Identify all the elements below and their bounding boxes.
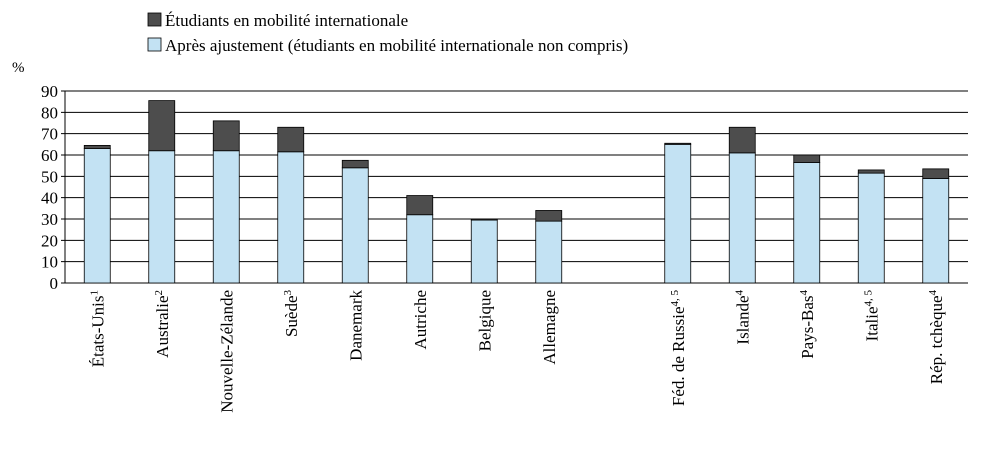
x-tick-label: Belgique <box>475 290 494 351</box>
bar-segment <box>664 142 692 145</box>
y-tick-label: 20 <box>41 231 58 250</box>
x-tick-label: Italie4, 5 <box>862 290 881 342</box>
bar-segment <box>793 154 821 163</box>
category-note: 2 <box>153 290 165 296</box>
category-note: 1 <box>88 290 100 296</box>
y-tick-label: 80 <box>41 103 58 122</box>
y-tick-label: 60 <box>41 146 58 165</box>
bar-segment <box>277 126 305 153</box>
y-tick-label: 30 <box>41 210 58 229</box>
category-note: 3 <box>282 290 294 296</box>
category-note: 4 <box>798 290 810 296</box>
category-name: Islande <box>733 296 752 345</box>
x-tick-label: Pays-Bas4 <box>798 290 817 359</box>
category-note: 4 <box>927 290 939 296</box>
bar-segment <box>148 150 176 284</box>
bar-segment <box>406 214 434 284</box>
y-axis-label: % <box>12 60 25 76</box>
category-note: 4, 5 <box>669 290 681 307</box>
category-note: 4, 5 <box>862 290 874 307</box>
x-tick-label: Autriche <box>411 290 430 349</box>
category-name: Féd. de Russie <box>669 307 688 407</box>
bar-segment <box>470 219 498 284</box>
bar-segment <box>728 126 756 154</box>
bar-segment <box>470 218 498 221</box>
category-name: Australie <box>153 296 172 358</box>
category-name: Belgique <box>475 290 494 351</box>
x-tick-label: Nouvelle-Zélande <box>217 290 236 413</box>
y-tick-label: 90 <box>41 82 58 101</box>
category-name: Allemagne <box>540 290 559 365</box>
category-name: Nouvelle-Zélande <box>217 290 236 413</box>
y-tick-label: 70 <box>41 125 58 144</box>
bar-segment <box>148 100 176 152</box>
bar-segment <box>406 195 434 216</box>
x-tick-label: Danemark <box>346 290 365 361</box>
bar-segment <box>212 150 240 284</box>
bar-segment <box>535 210 563 222</box>
y-tick-label: 50 <box>41 167 58 186</box>
bar-segment <box>857 169 885 174</box>
bar-segment <box>212 120 240 152</box>
x-tick-label: Allemagne <box>540 290 559 365</box>
x-tick-label: Australie2 <box>153 290 172 358</box>
legend-label: Après ajustement (étudiants en mobilité … <box>165 36 628 55</box>
x-tick-label: Féd. de Russie4, 5 <box>669 290 688 407</box>
y-tick-label: 40 <box>41 189 58 208</box>
category-name: États-Unis <box>88 296 107 368</box>
category-name: Autriche <box>411 290 430 349</box>
category-name: Danemark <box>346 290 365 361</box>
category-name: Pays-Bas <box>798 296 817 359</box>
category-note: 4 <box>733 290 745 296</box>
legend-label: Étudiants en mobilité internationale <box>165 11 408 30</box>
bar-segment <box>341 159 369 169</box>
legend-swatch <box>147 37 162 52</box>
bar-segment <box>728 152 756 284</box>
bar-segment <box>922 168 950 179</box>
bar-segment <box>83 144 111 149</box>
legend-swatch <box>147 12 162 27</box>
bar-segment <box>664 143 692 284</box>
x-tick-label: États-Unis1 <box>88 290 107 367</box>
y-tick-label: 0 <box>50 274 59 293</box>
category-name: Italie <box>862 307 881 342</box>
bar-segment <box>341 167 369 284</box>
bar-segment <box>793 162 821 284</box>
y-tick-label: 10 <box>41 253 58 272</box>
x-tick-label: Suède3 <box>282 290 301 338</box>
x-tick-label: Islande4 <box>733 290 752 345</box>
category-name: Rép. tchèque <box>927 296 946 385</box>
bar-segment <box>83 148 111 284</box>
bar-segment <box>535 220 563 284</box>
category-name: Suède <box>282 296 301 338</box>
bar-segment <box>857 172 885 284</box>
bar-segment <box>277 151 305 284</box>
bar-segment <box>922 178 950 284</box>
x-tick-label: Rép. tchèque4 <box>927 290 946 385</box>
